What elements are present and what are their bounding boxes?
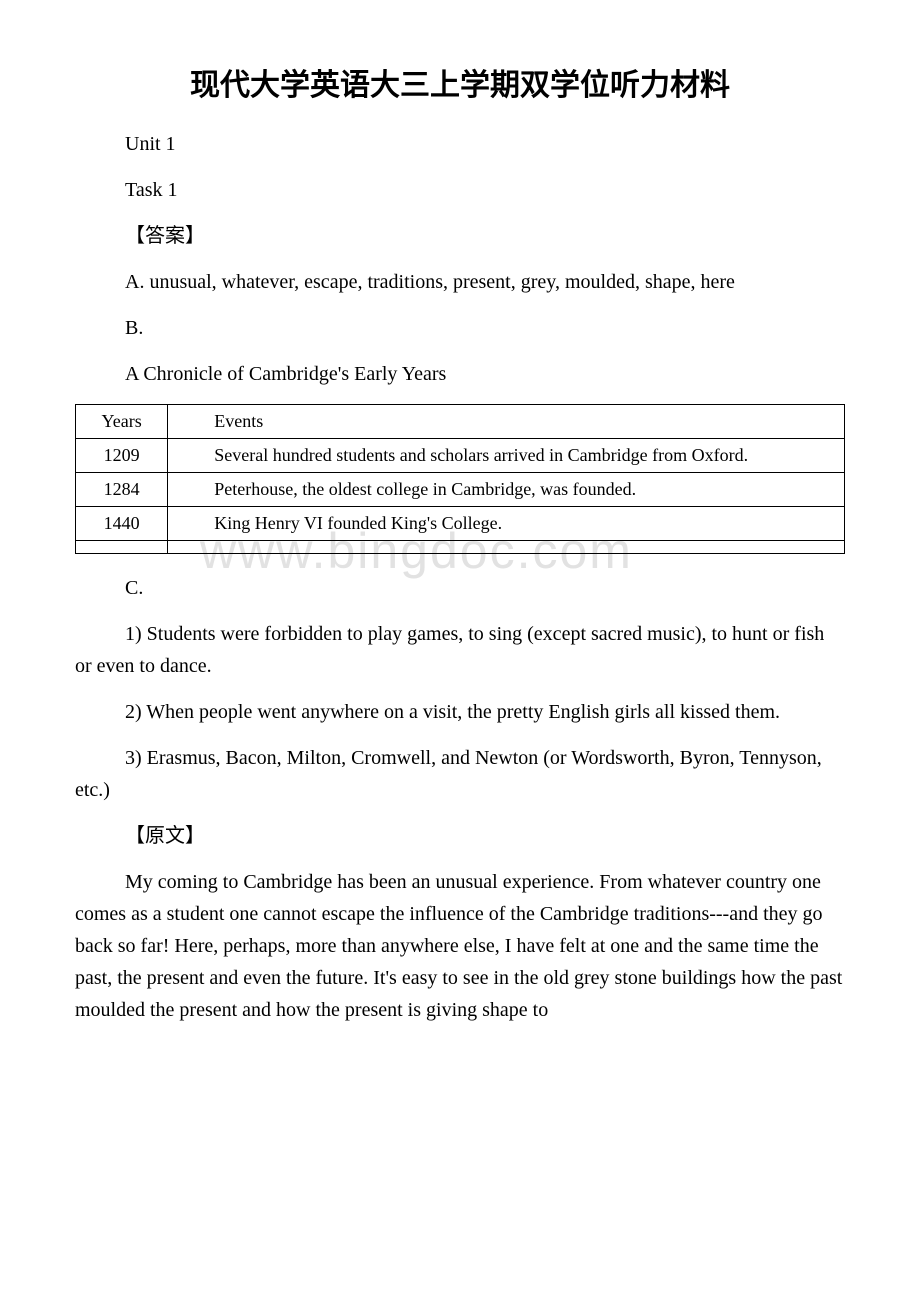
answer-b-label: B. (75, 312, 845, 344)
original-text: My coming to Cambridge has been an unusu… (75, 866, 845, 1026)
table-row: 1284 Peterhouse, the oldest college in C… (76, 473, 845, 507)
answer-label: 【答案】 (75, 220, 845, 252)
cell-year: 1284 (76, 473, 168, 507)
cell-event: Several hundred students and scholars ar… (168, 439, 845, 473)
cell-year: 1440 (76, 507, 168, 541)
cell-year (76, 541, 168, 554)
cell-event (168, 541, 845, 554)
original-label: 【原文】 (75, 820, 845, 852)
cell-event: Peterhouse, the oldest college in Cambri… (168, 473, 845, 507)
answer-a: A. unusual, whatever, escape, traditions… (75, 266, 845, 298)
answer-c-item: 2) When people went anywhere on a visit,… (75, 696, 845, 728)
chronicle-table: Years Events 1209 Several hundred studen… (75, 404, 845, 554)
answer-c-item: 3) Erasmus, Bacon, Milton, Cromwell, and… (75, 742, 845, 806)
unit-heading: Unit 1 (75, 128, 845, 160)
header-events: Events (168, 405, 845, 439)
cell-event: King Henry VI founded King's College. (168, 507, 845, 541)
table-wrapper: www.bingdoc.com Years Events 1209 Severa… (75, 404, 845, 554)
page-title: 现代大学英语大三上学期双学位听力材料 (75, 60, 845, 104)
header-years: Years (76, 405, 168, 439)
answer-c-item: 1) Students were forbidden to play games… (75, 618, 845, 682)
table-header-row: Years Events (76, 405, 845, 439)
task-heading: Task 1 (75, 174, 845, 206)
answer-b-subtitle: A Chronicle of Cambridge's Early Years (75, 358, 845, 390)
table-row (76, 541, 845, 554)
cell-year: 1209 (76, 439, 168, 473)
table-row: 1440 King Henry VI founded King's Colleg… (76, 507, 845, 541)
table-row: 1209 Several hundred students and schola… (76, 439, 845, 473)
answer-c-label: C. (75, 572, 845, 604)
